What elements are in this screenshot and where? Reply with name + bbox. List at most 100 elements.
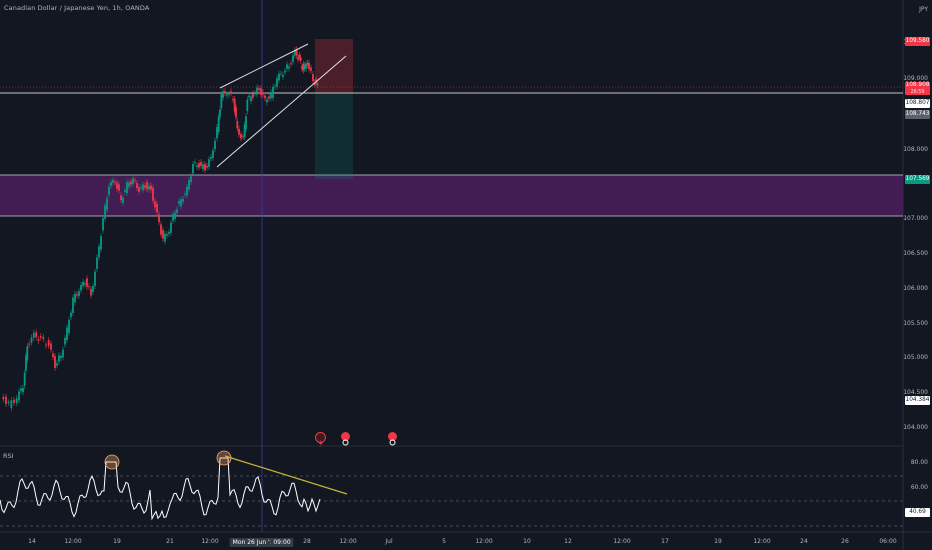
candle-body: [210, 156, 212, 159]
candle-body: [276, 78, 278, 87]
candlestick-series: [2, 46, 319, 411]
time-axis-label: 21: [166, 538, 174, 545]
rsi-peak-marker: [104, 454, 120, 470]
candle-body: [284, 70, 286, 73]
rsi-peak-marker: [216, 450, 232, 466]
candle-body: [15, 398, 18, 404]
candle-body: [42, 337, 45, 339]
candle-body: [266, 99, 268, 103]
candle-body: [190, 176, 192, 182]
time-axis-label: 12:00: [753, 538, 771, 545]
candle-body: [122, 197, 124, 203]
candle-body: [316, 82, 319, 86]
candle-body: [144, 185, 146, 188]
candle-body: [242, 136, 244, 138]
candle-body: [28, 343, 31, 345]
time-axis-label: 19: [113, 538, 121, 545]
candle-body: [132, 178, 134, 185]
candle-body: [13, 399, 15, 403]
candle-body: [298, 54, 301, 58]
candle-body: [154, 200, 156, 208]
candle-body: [240, 134, 242, 139]
price-axis-label: 104.500: [903, 389, 928, 396]
candle-body: [148, 185, 150, 190]
candle-body: [72, 297, 74, 313]
candle-body: [222, 91, 224, 98]
candle-body: [268, 96, 270, 99]
candle-body: [204, 164, 206, 171]
candle-body: [170, 222, 172, 233]
candle-body: [286, 64, 288, 69]
candle-body: [228, 94, 230, 95]
candle-body: [138, 187, 140, 192]
time-axis-label: 26: [841, 538, 849, 545]
candle-body: [60, 355, 62, 358]
candle-body: [58, 355, 60, 362]
candle-body: [206, 165, 208, 168]
candle-body: [260, 88, 262, 95]
candle-body: [158, 214, 160, 223]
candle-body: [235, 107, 237, 118]
candle-body: [88, 286, 90, 288]
candle-body: [82, 281, 84, 286]
time-axis-label: 12:00: [64, 538, 82, 545]
alert-flash-icon[interactable]: [315, 432, 326, 447]
candle-body: [140, 187, 142, 189]
candle-body: [20, 388, 22, 391]
last-price-tag: 108.908 26:59: [905, 82, 930, 95]
price-axis-label: 106.000: [903, 285, 928, 292]
candle-body: [64, 337, 66, 345]
candle-body: [136, 183, 138, 189]
time-axis-label: 17: [661, 538, 669, 545]
candle-body: [303, 65, 306, 69]
candle-body: [25, 355, 27, 371]
candle-body: [7, 402, 10, 404]
candle-body: [106, 198, 108, 210]
candle-body: [312, 74, 314, 82]
candle-body: [212, 150, 214, 158]
candle-body: [216, 127, 218, 139]
time-axis-label: 06:00: [879, 538, 897, 545]
candle-body: [150, 185, 152, 190]
candle-body: [194, 162, 196, 163]
candle-body: [112, 179, 114, 183]
candle-body: [66, 327, 68, 341]
candle-body: [290, 63, 292, 65]
take-profit-box: [315, 93, 353, 179]
candle-body: [32, 332, 35, 338]
time-axis-label: 5: [442, 538, 446, 545]
price-axis-label: 108.000: [903, 146, 928, 153]
alert-target-icon[interactable]: [341, 432, 350, 446]
price-axis-label: 107.000: [903, 215, 928, 222]
candle-body: [146, 182, 148, 190]
time-axis-label: 12: [564, 538, 572, 545]
candle-body: [238, 128, 240, 135]
candle-body: [30, 337, 33, 343]
time-axis-label: Mon 26 Jun '23: [229, 538, 281, 547]
candle-body: [156, 203, 158, 213]
candle-body: [152, 187, 154, 201]
alert-target-icon[interactable]: [388, 432, 397, 446]
candle-body: [233, 98, 236, 112]
candle-body: [50, 343, 52, 350]
candle-body: [110, 181, 112, 186]
candle-body: [100, 236, 102, 250]
candle-body: [176, 209, 178, 213]
candle-body: [274, 86, 276, 88]
candle-body: [56, 363, 58, 366]
candle-body: [297, 57, 299, 60]
candle-body: [130, 181, 132, 185]
candle-body: [220, 94, 223, 108]
candle-body: [120, 195, 122, 201]
rsi-divergence-line: [224, 455, 348, 495]
candle-body: [288, 66, 290, 69]
candle-body: [278, 73, 280, 81]
stop-price-tag: 108.743: [905, 110, 930, 119]
time-axis-label: 19: [714, 538, 722, 545]
candle-body: [68, 320, 70, 333]
candle-body: [262, 92, 264, 95]
candle-body: [202, 164, 204, 169]
candle-body: [254, 93, 256, 95]
time-axis-label: 09:00: [270, 538, 294, 547]
